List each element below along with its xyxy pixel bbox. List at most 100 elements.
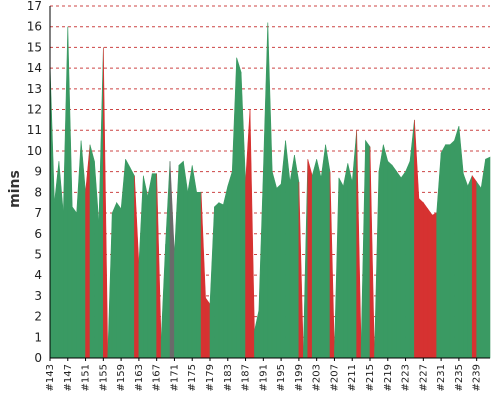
area-segment-147 — [63, 26, 69, 359]
y-tick-label: 3 — [34, 289, 42, 303]
x-tick-label: #163 — [134, 364, 145, 391]
area-segment-162 — [129, 167, 135, 359]
area-segment-202 — [307, 159, 313, 359]
area-segment-144 — [49, 63, 55, 359]
y-tick-label: 14 — [27, 61, 42, 75]
y-axis-label: mins — [7, 170, 23, 208]
x-tick-label: #231 — [436, 364, 447, 391]
x-tick-label: #183 — [223, 364, 234, 391]
area-segment-176 — [191, 165, 197, 359]
y-tick-label: 1 — [34, 330, 42, 344]
area-segment-165 — [143, 175, 149, 359]
axes — [49, 6, 490, 361]
x-tick-label: #199 — [294, 364, 305, 391]
area-segment-145 — [54, 161, 60, 359]
area-segment-166 — [147, 173, 153, 359]
area-segment-169 — [160, 244, 166, 359]
area-segment-225 — [409, 119, 415, 359]
area-segment-149 — [71, 205, 77, 359]
area-segment-236 — [458, 126, 464, 359]
y-tick-label: 5 — [34, 247, 42, 261]
area-segment-194 — [271, 171, 277, 359]
y-tick-label: 13 — [27, 82, 42, 96]
area-segment-219 — [383, 144, 389, 359]
area-segment-156 — [103, 47, 109, 359]
area-segment-209 — [338, 177, 344, 359]
area-segment-205 — [320, 144, 326, 359]
area-segment-223 — [400, 170, 406, 359]
area-segment-220 — [387, 160, 393, 359]
area-segment-163 — [134, 175, 140, 359]
y-tick-label: 11 — [27, 123, 42, 137]
area-segment-160 — [120, 159, 126, 359]
y-tick-label: 7 — [34, 206, 42, 220]
area-segment-221 — [391, 164, 397, 359]
area-segment-204 — [316, 159, 322, 359]
area-segment-210 — [343, 163, 349, 359]
area-segment-167 — [151, 173, 157, 359]
area-segment-188 — [245, 109, 251, 359]
x-tick-label: #167 — [152, 364, 163, 391]
area-segment-191 — [258, 171, 264, 359]
area-segment-150 — [76, 140, 82, 359]
area-segment-157 — [107, 213, 113, 359]
area-segment-216 — [369, 146, 375, 359]
x-tick-labels: #143 #147 #151 #155 #159 #163 #167 #171 #175 #179… — [45, 364, 483, 391]
y-tick-label: 9 — [34, 165, 42, 179]
x-tick-label: #203 — [312, 364, 323, 391]
x-tick-label: #239 — [472, 364, 483, 391]
area-segment-229 — [427, 207, 433, 359]
area-segment-200 — [298, 181, 304, 359]
x-tick-label: #159 — [116, 364, 127, 391]
area-segment-171 — [169, 161, 175, 359]
area-segment-215 — [365, 139, 371, 359]
area-segment-233 — [445, 144, 451, 359]
area-segment-231 — [436, 152, 442, 359]
area-segment-197 — [285, 140, 291, 359]
area-segment-152 — [85, 144, 91, 359]
area-segment-238 — [467, 175, 473, 359]
area-segment-153 — [89, 144, 95, 359]
area-segment-227 — [418, 197, 424, 359]
area-segment-230 — [431, 212, 437, 359]
area-segment-198 — [289, 155, 295, 359]
area-segment-184 — [227, 171, 233, 359]
area-segment-173 — [178, 160, 184, 359]
y-tick-label: 8 — [34, 185, 42, 199]
y-tick-label: 16 — [27, 20, 42, 34]
area-segment-212 — [351, 130, 357, 359]
x-tick-label: #195 — [276, 364, 287, 391]
area-segment-146 — [58, 161, 64, 359]
x-tick-label: #151 — [81, 364, 92, 391]
x-tick-label: #215 — [365, 364, 376, 391]
area-segment-241 — [480, 159, 486, 359]
area-segment-170 — [165, 161, 171, 359]
area-segment-240 — [476, 181, 482, 359]
area-segment-164 — [138, 175, 144, 359]
x-tick-label: #175 — [187, 364, 198, 391]
area-segment-217 — [374, 171, 380, 359]
x-tick-label: #171 — [169, 364, 180, 391]
area-segment-234 — [449, 139, 455, 359]
area-segment-179 — [205, 297, 211, 359]
y-tick-label: 0 — [34, 351, 42, 365]
area-segment-151 — [80, 140, 86, 359]
area-segment-159 — [116, 201, 122, 359]
area-segment-242 — [485, 156, 491, 359]
y-tick-label: 4 — [34, 268, 42, 282]
area-segment-177 — [196, 192, 202, 359]
x-tick-label: #187 — [241, 364, 252, 391]
area-segment-201 — [303, 159, 309, 359]
area-segment-199 — [294, 155, 300, 359]
area-segment-178 — [200, 192, 206, 359]
area-series — [49, 22, 491, 359]
area-segment-222 — [396, 170, 402, 359]
area-segment-206 — [325, 144, 331, 359]
area-segment-183 — [223, 186, 229, 359]
area-segment-186 — [236, 57, 242, 359]
x-tick-label: #179 — [205, 364, 216, 391]
area-segment-148 — [67, 26, 73, 359]
y-tick-label: 2 — [34, 310, 42, 324]
